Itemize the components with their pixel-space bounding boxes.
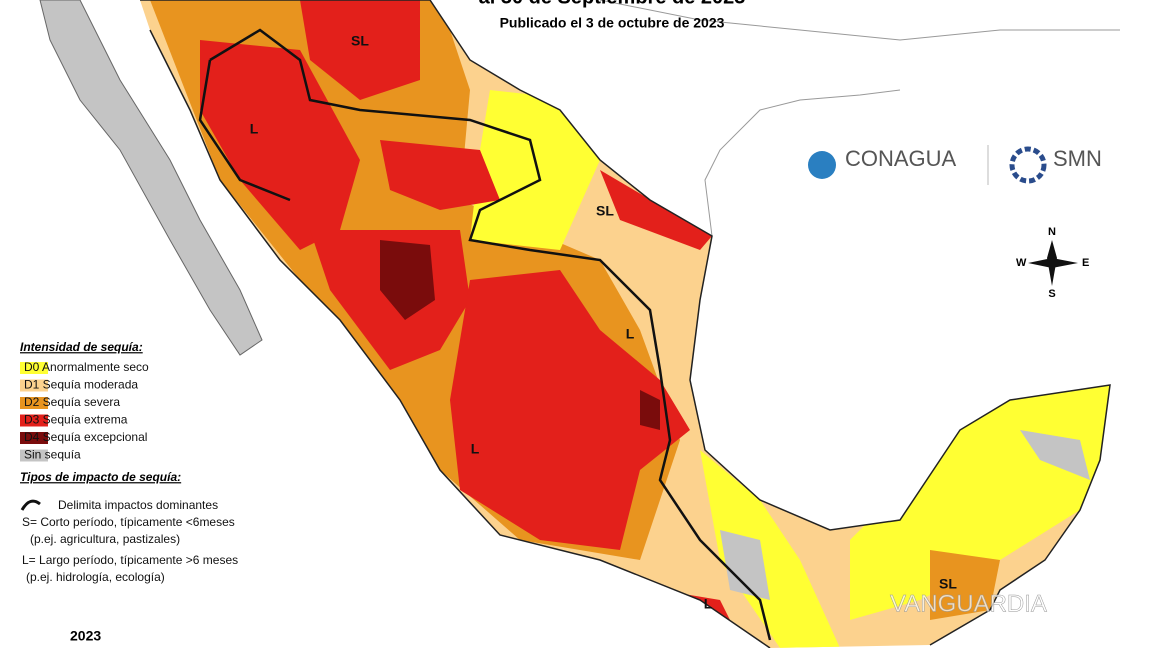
map-label: L: [626, 326, 635, 342]
impact-s-note: (p.ej. agricultura, pastizales): [30, 532, 180, 546]
impact-boundary: [198, 59, 291, 202]
conagua-icon: [808, 151, 836, 179]
impact-l-note: (p.ej. hidrología, ecología): [26, 570, 165, 584]
legend-title: Intensidad de sequía:: [20, 340, 143, 354]
compass-rose: [1028, 240, 1078, 286]
baja-peninsula: [39, 0, 263, 356]
compass-w: W: [1016, 257, 1027, 269]
compass-s: S: [1048, 288, 1055, 300]
impact-s: S= Corto período, típicamente <6meses: [22, 515, 235, 529]
legend-label: D3 Sequía extrema: [24, 413, 128, 427]
legend-swatch: [20, 379, 48, 392]
legend-swatch: [20, 397, 48, 409]
map-label: SL: [596, 203, 614, 219]
map-label: L: [471, 441, 480, 457]
title: al 30 de Septiembre de 2023: [479, 0, 746, 8]
legend-swatch: [20, 414, 48, 427]
impact-l: L= Largo período, típicamente >6 meses: [22, 553, 238, 567]
legend-label: D4 Sequía excepcional: [24, 430, 147, 444]
year: 2023: [70, 628, 101, 644]
impact-title: Tipos de impacto de sequía:: [20, 470, 181, 484]
coast-line: [599, 0, 1120, 41]
impact-boundary: [209, 28, 772, 641]
map-label: L: [250, 121, 259, 137]
legend-label: Sin sequía: [24, 448, 81, 462]
coast-line: [704, 89, 901, 237]
legend-swatch: [20, 449, 48, 462]
watermark: VANGUARDIA: [890, 590, 1047, 617]
impact-line-sample: [20, 499, 41, 511]
subtitle: Publicado el 3 de octubre de 2023: [500, 15, 725, 31]
smn-icon: [1009, 146, 1047, 184]
map-label: SL: [351, 33, 369, 49]
legend-label: D1 Sequía moderada: [24, 378, 138, 392]
legend-swatch: [20, 432, 48, 444]
legend-label: D2 Sequía severa: [24, 395, 120, 409]
smn-logo: SMN: [1053, 146, 1102, 171]
conagua-logo: CONAGUA: [845, 146, 957, 171]
legend-swatch: [20, 362, 48, 374]
compass-e: E: [1082, 257, 1089, 269]
country-outline: [140, 0, 1111, 648]
map-label: SL: [939, 576, 957, 592]
map-label: L: [704, 596, 713, 612]
legend-label: D0 Anormalmente seco: [24, 360, 149, 374]
compass-n: N: [1048, 226, 1056, 238]
impact-line: Delimita impactos dominantes: [58, 498, 218, 512]
